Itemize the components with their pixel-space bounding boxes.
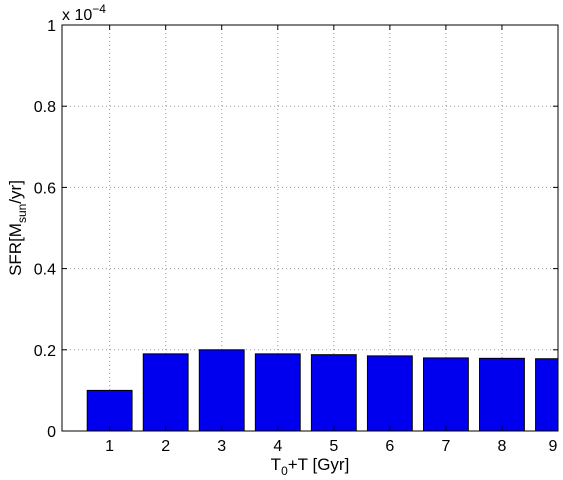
x-tick-label: 6: [385, 438, 394, 455]
y-tick-label: 0.2: [34, 343, 56, 360]
bars: [86, 349, 559, 432]
y-tick-labels: 0 0.2 0.4 0.6 0.8 1: [34, 18, 56, 441]
bar: [366, 355, 413, 432]
bar: [142, 353, 189, 432]
y-tick-label: 0.8: [34, 99, 56, 116]
x-tick-label: 5: [329, 438, 338, 455]
x-axis-label: T0+T [Gyr]: [271, 455, 350, 478]
y-tick-label: 0: [47, 424, 56, 441]
y-tick-label: 0.6: [34, 180, 56, 197]
axis-ticks: [62, 24, 559, 432]
x-tick-labels: 1 2 3 4 5 6 7 8 9: [105, 438, 557, 455]
bar: [86, 389, 133, 432]
y-tick-label: 1: [47, 18, 56, 35]
x-tick-label: 8: [498, 438, 507, 455]
plot-frame: [61, 24, 559, 432]
bar: [535, 358, 559, 432]
bar: [198, 349, 245, 432]
bar: [310, 354, 357, 432]
y-exponent-label: x 10−4: [62, 2, 106, 24]
bar: [254, 353, 301, 432]
x-tick-label: 3: [217, 438, 226, 455]
x-tick-label: 9: [549, 438, 558, 455]
x-tick-label: 1: [105, 438, 114, 455]
x-tick-label: 7: [441, 438, 450, 455]
bar: [479, 357, 525, 432]
y-axis-label: SFR[Msun/yr]: [6, 180, 29, 276]
bar: [422, 357, 469, 432]
y-tick-label: 0.4: [34, 262, 56, 279]
x-tick-label: 2: [161, 438, 170, 455]
x-tick-label: 4: [273, 438, 282, 455]
grid-lines: [62, 25, 558, 431]
